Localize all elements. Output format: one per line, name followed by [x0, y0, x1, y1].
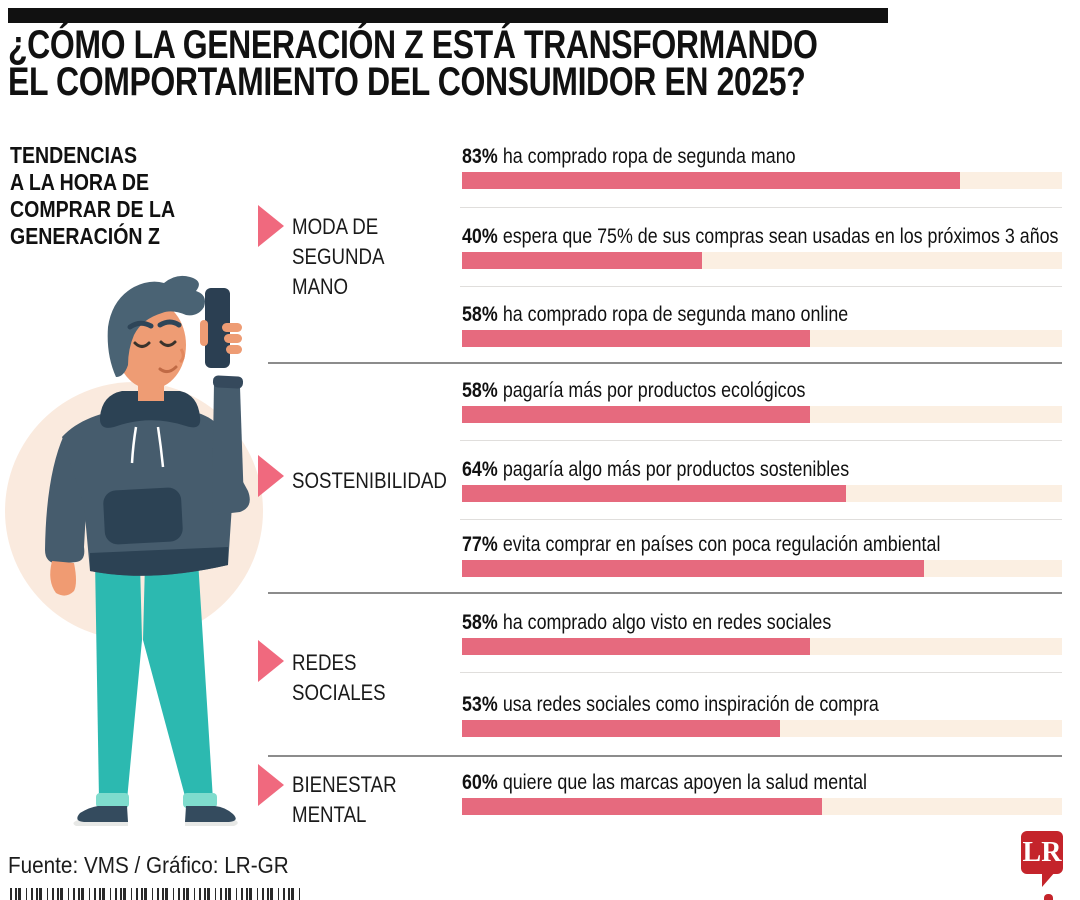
bar-track — [462, 252, 1062, 269]
stat-row: 58% pagaría más por productos ecológicos — [462, 379, 1062, 425]
stat-description: ha comprado ropa de segunda mano online — [502, 303, 849, 326]
stat-percentage: 64% — [462, 458, 498, 481]
item-divider — [460, 286, 1062, 287]
raised-arm — [212, 375, 250, 515]
category-label-sostenibilidad: SOSTENIBILIDAD — [292, 468, 447, 493]
stat-row: 60% quiere que las marcas apoyen la salud… — [462, 771, 1062, 817]
stat-percentage: 40% — [462, 225, 498, 248]
fingers-on-phone — [200, 320, 242, 354]
stat-row: 53% usa redes sociales como inspiración d… — [462, 693, 1062, 739]
category-label-bienestar: BIENESTAR MENTAL — [292, 772, 397, 827]
person-illustration — [5, 275, 263, 826]
head — [107, 275, 205, 401]
bar-fill — [462, 560, 924, 577]
bar-fill — [462, 485, 846, 502]
bar-fill — [462, 252, 702, 269]
stat-description: pagaría algo más por productos sostenibl… — [502, 458, 850, 481]
category-label-redes: REDES SOCIALES — [292, 650, 386, 705]
section-divider — [268, 755, 1062, 757]
stat-description: evita comprar en países con poca regulac… — [502, 533, 941, 556]
stat-row: 77% evita comprar en países con poca regu… — [462, 533, 1062, 579]
closed-eye — [133, 341, 151, 348]
smartphone — [205, 288, 230, 368]
item-divider — [460, 519, 1062, 520]
stat-percentage: 58% — [462, 611, 498, 634]
sidebar-heading: TENDENCIAS A LA HORA DE COMPRAR DE LA GE… — [10, 142, 176, 249]
lr-logo-dot — [1044, 894, 1053, 900]
smile — [158, 365, 178, 374]
drawstring — [130, 426, 138, 464]
stat-description: ha comprado algo visto en redes sociales — [502, 611, 832, 634]
lr-logo-tail — [1042, 872, 1055, 887]
stat-percentage: 83% — [462, 145, 498, 168]
stat-percentage: 53% — [462, 693, 498, 716]
section-divider — [268, 592, 1062, 594]
stat-description: ha comprado ropa de segunda mano — [502, 145, 796, 168]
hand — [50, 561, 76, 596]
lr-logo: LR — [1021, 831, 1063, 874]
bar-fill — [462, 330, 810, 347]
stat-description: quiere que las marcas apoyen la salud me… — [502, 771, 867, 794]
clipped-byline-remnant — [10, 888, 300, 900]
hoodie — [45, 391, 232, 576]
bar-track — [462, 638, 1062, 655]
stat-row: 83% ha comprado ropa de segunda mano — [462, 145, 1062, 191]
bar-fill — [462, 172, 960, 189]
section-divider — [268, 362, 1062, 364]
stat-description: pagaría más por productos ecológicos — [502, 379, 806, 402]
stat-row: 58% ha comprado ropa de segunda mano onli… — [462, 303, 1062, 349]
eyebrow — [127, 320, 154, 330]
source-credit: Fuente: VMS / Gráfico: LR-GR — [8, 852, 289, 878]
category-arrow-icon — [258, 640, 284, 682]
bar-fill — [462, 638, 810, 655]
title-top-rule — [8, 8, 888, 23]
bar-fill — [462, 720, 780, 737]
stat-row: 58% ha comprado algo visto en redes socia… — [462, 611, 1062, 657]
item-divider — [460, 440, 1062, 441]
bar-track — [462, 798, 1062, 815]
category-arrow-icon — [258, 205, 284, 247]
stat-percentage: 58% — [462, 303, 498, 326]
stat-percentage: 60% — [462, 771, 498, 794]
stat-percentage: 77% — [462, 533, 498, 556]
closed-eye — [159, 340, 177, 347]
category-arrow-icon — [258, 455, 284, 497]
bar-track — [462, 720, 1062, 737]
hair — [107, 275, 205, 377]
drawstring — [156, 426, 165, 468]
category-label-moda: MODA DE SEGUNDA MANO — [292, 214, 385, 299]
stat-row: 40% espera que 75% de sus compras sean us… — [462, 225, 1062, 271]
pants — [95, 560, 217, 808]
shoes — [73, 806, 238, 826]
eyebrow — [157, 319, 182, 328]
nose — [178, 348, 185, 364]
bar-fill — [462, 406, 810, 423]
stat-row: 64% pagaría algo más por productos sosten… — [462, 458, 1062, 504]
item-divider — [460, 207, 1062, 208]
stat-description: espera que 75% de sus compras sean usada… — [502, 225, 1059, 248]
category-arrow-icon — [258, 764, 284, 806]
bar-track — [462, 172, 1062, 189]
bar-track — [462, 330, 1062, 347]
item-divider — [460, 672, 1062, 673]
bar-track — [462, 485, 1062, 502]
stat-percentage: 58% — [462, 379, 498, 402]
bar-track — [462, 560, 1062, 577]
page-title: ¿CÓMO LA GENERACIÓN Z ESTÁ TRANSFORMANDO… — [8, 23, 818, 104]
bar-fill — [462, 798, 822, 815]
stat-description: usa redes sociales como inspiración de c… — [502, 693, 879, 716]
bar-track — [462, 406, 1062, 423]
